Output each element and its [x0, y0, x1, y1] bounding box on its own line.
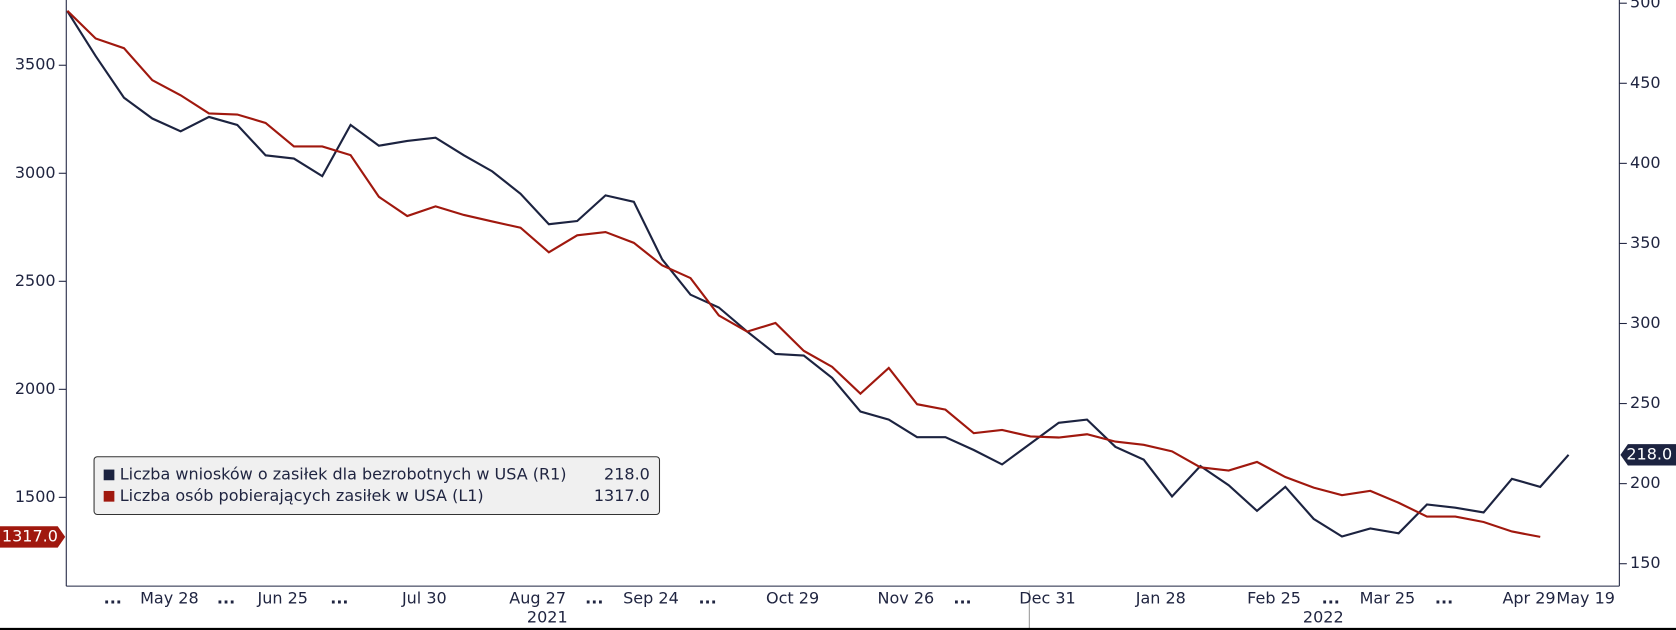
series-line [66, 10, 1541, 538]
value-tag-box [0, 526, 66, 548]
y-tick-label: 3000 [15, 163, 56, 182]
x-tick-label: ... [585, 588, 603, 607]
y2-tick-label: 400 [1630, 153, 1661, 172]
x-tick-label: Jun 25 [256, 588, 307, 607]
y2-tick-label: 200 [1630, 473, 1661, 492]
year-label: 2022 [1303, 608, 1344, 627]
value-tag-box [1620, 444, 1676, 466]
x-tick-label: Sep 24 [623, 588, 679, 607]
y-tick-label: 2000 [15, 379, 56, 398]
x-tick-label: Apr 29 [1502, 588, 1555, 607]
year-label: 2021 [527, 608, 568, 627]
x-tick-label: ... [698, 588, 716, 607]
y-tick-label: 2500 [15, 271, 56, 290]
series-line [66, 10, 1570, 538]
x-tick-label: ... [953, 588, 971, 607]
x-tick-label: May 19 [1556, 588, 1615, 607]
legend-label: Liczba osób pobierających zasiłek w USA … [120, 486, 484, 505]
x-tick-label: Oct 29 [766, 588, 819, 607]
x-tick-label: Feb 25 [1247, 588, 1301, 607]
y2-tick-label: 250 [1630, 393, 1661, 412]
y2-tick-label: 500 [1630, 0, 1661, 12]
legend-label: Liczba wniosków o zasiłek dla bezrobotny… [120, 464, 567, 483]
x-tick-label: ... [1322, 588, 1340, 607]
x-tick-label: Nov 26 [878, 588, 935, 607]
legend-swatch [103, 469, 115, 481]
x-tick-label: ... [1435, 588, 1453, 607]
legend: Liczba wniosków o zasiłek dla bezrobotny… [93, 456, 661, 516]
y2-tick-label: 300 [1630, 313, 1661, 332]
y-tick-label: 3500 [15, 55, 56, 74]
y2-tick-label: 450 [1630, 73, 1661, 92]
y-tick-label: 1500 [15, 487, 56, 506]
x-tick-label: Jan 28 [1135, 588, 1186, 607]
value-tag: 1317.0 [0, 526, 66, 548]
x-tick-label: Aug 27 [509, 588, 566, 607]
value-tag: 218.0 [1620, 444, 1676, 466]
legend-value: 1317.0 [594, 486, 650, 505]
legend-value: 218.0 [604, 464, 650, 483]
x-tick-label: Jul 30 [401, 588, 447, 607]
x-tick-label: ... [104, 588, 122, 607]
x-tick-label: ... [330, 588, 348, 607]
legend-swatch [103, 490, 115, 502]
y2-tick-label: 150 [1630, 553, 1661, 572]
x-tick-label: ... [217, 588, 235, 607]
y2-tick-label: 350 [1630, 233, 1661, 252]
value-tag-label: 1317.0 [2, 526, 58, 545]
legend-box [93, 456, 661, 516]
value-tag-label: 218.0 [1626, 444, 1672, 463]
x-tick-label: May 28 [140, 588, 199, 607]
x-tick-label: Dec 31 [1019, 588, 1075, 607]
x-tick-label: Mar 25 [1360, 588, 1416, 607]
